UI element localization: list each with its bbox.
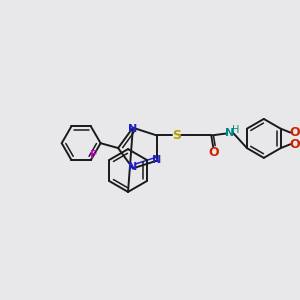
Text: N: N — [128, 124, 137, 134]
Text: O: O — [289, 138, 300, 151]
Text: F: F — [90, 150, 98, 160]
Text: S: S — [172, 129, 181, 142]
Text: N: N — [152, 155, 161, 165]
Text: H: H — [232, 124, 239, 135]
Text: O: O — [208, 146, 218, 158]
Text: N: N — [128, 162, 137, 172]
Text: O: O — [289, 126, 300, 139]
Text: N: N — [225, 128, 234, 138]
